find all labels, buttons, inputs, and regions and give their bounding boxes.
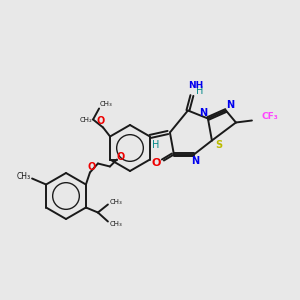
Text: N: N — [226, 100, 234, 110]
Text: CH₂: CH₂ — [80, 118, 92, 124]
Text: H: H — [152, 140, 160, 149]
Text: NH: NH — [188, 81, 203, 90]
Text: O: O — [97, 116, 105, 127]
Text: CH₃: CH₃ — [17, 172, 31, 181]
Text: N: N — [191, 157, 199, 166]
Text: O: O — [88, 161, 96, 172]
Text: CH₃: CH₃ — [110, 220, 122, 226]
Text: O: O — [151, 158, 160, 167]
Text: CF₃: CF₃ — [262, 112, 278, 121]
Text: H: H — [196, 85, 204, 95]
Text: CH₃: CH₃ — [100, 100, 112, 106]
Text: N: N — [199, 107, 207, 118]
Text: CH₃: CH₃ — [110, 200, 122, 206]
Text: S: S — [215, 140, 223, 149]
Text: O: O — [117, 152, 125, 161]
